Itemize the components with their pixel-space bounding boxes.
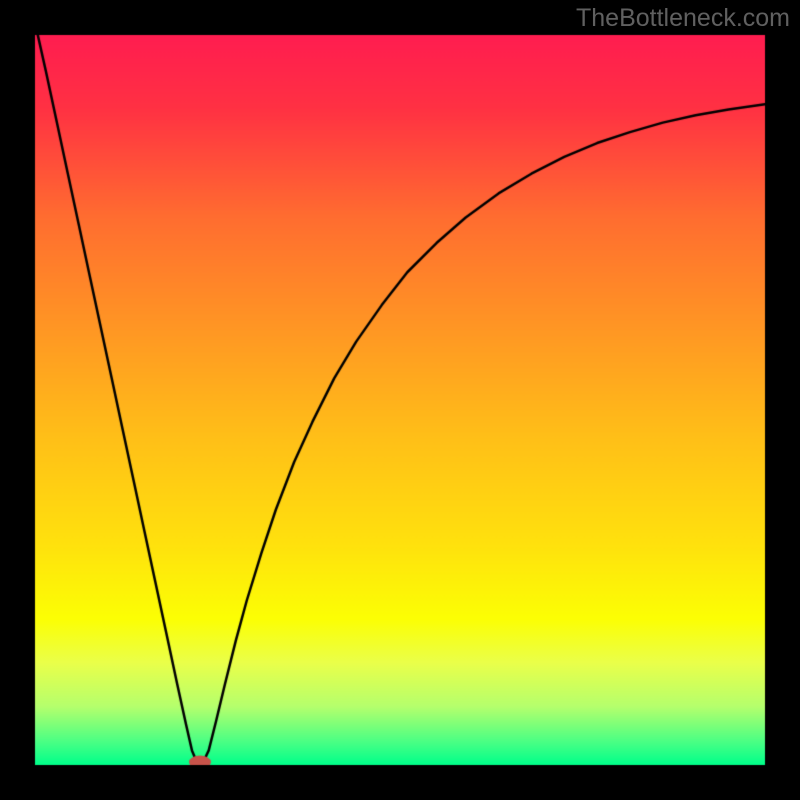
watermark-label: TheBottleneck.com — [576, 4, 790, 33]
bottleneck-chart: TheBottleneck.com — [0, 0, 800, 800]
chart-canvas — [0, 0, 800, 800]
